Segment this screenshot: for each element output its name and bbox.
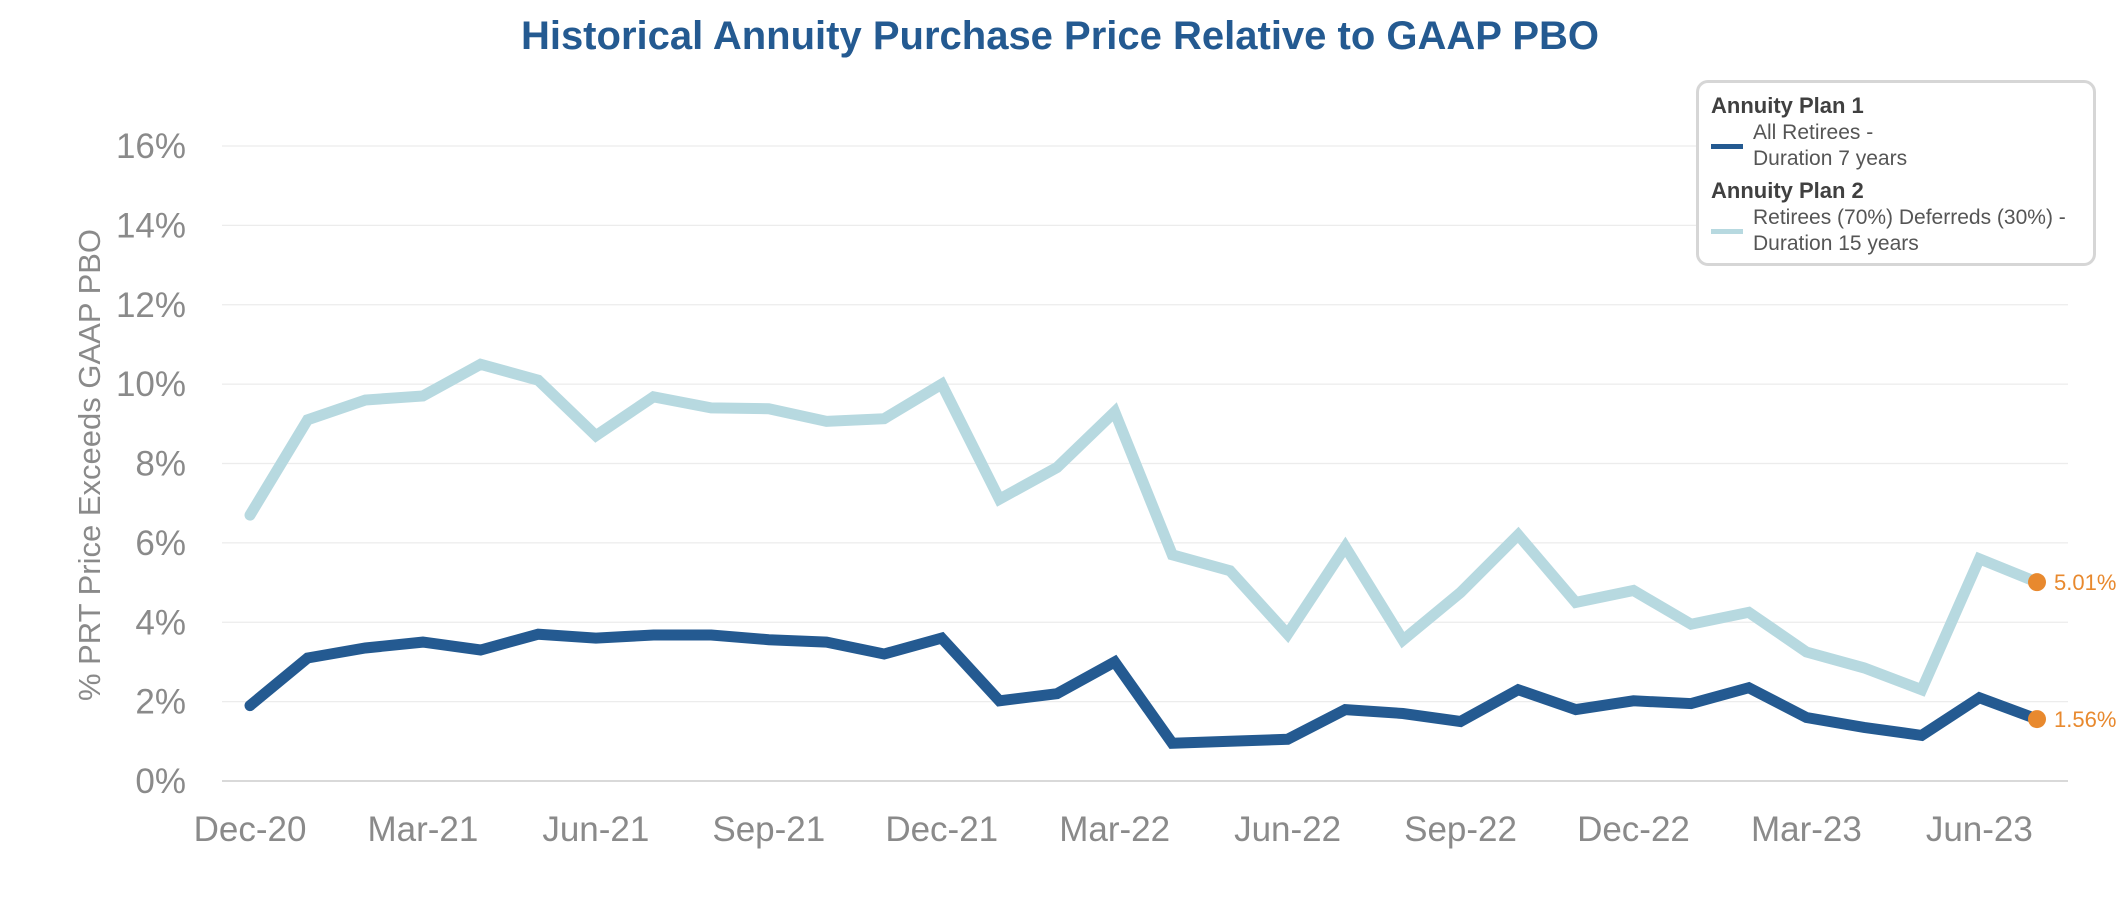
x-tick-label: Sep-22 — [1404, 810, 1517, 849]
x-tick-label: Dec-22 — [1577, 810, 1690, 849]
x-tick-label: Mar-22 — [1059, 810, 1170, 849]
series-line-plan-2 — [244, 358, 2043, 697]
x-tick-label: Dec-21 — [885, 810, 998, 849]
legend-label-plan-1: All Retirees - Duration 7 years — [1753, 120, 1907, 172]
legend-swatch-plan-1 — [1711, 143, 1743, 149]
end-value-label-plan-2: 5.01% — [2054, 570, 2116, 595]
series-line-plan-1 — [244, 628, 2043, 749]
legend: Annuity Plan 1 All Retirees - Duration 7… — [1696, 80, 2096, 266]
y-tick-label: 12% — [116, 286, 186, 325]
end-marker-plan-1 — [2028, 710, 2046, 729]
y-tick-label: 6% — [135, 524, 186, 563]
y-tick-label: 16% — [116, 127, 186, 166]
end-marker-plan-2 — [2028, 573, 2046, 592]
chart-title: Historical Annuity Purchase Price Relati… — [520, 14, 1600, 58]
x-tick-label: Mar-21 — [367, 810, 478, 849]
legend-group-plan-2: Annuity Plan 2 — [1711, 178, 1864, 203]
x-tick-label: Mar-23 — [1751, 810, 1862, 849]
y-axis-label: % PRT Price Exceeds GAAP PBO — [72, 229, 107, 701]
legend-label-plan-1-line2: Duration 7 years — [1753, 147, 1908, 170]
y-tick-label: 14% — [116, 206, 186, 245]
x-tick-label: Jun-23 — [1926, 810, 2033, 849]
y-tick-label: 8% — [135, 445, 186, 484]
x-tick-label: Jun-22 — [1234, 810, 1341, 849]
legend-label-plan-2-line1: Retirees (70%) Deferreds (30%) - — [1753, 206, 2066, 229]
x-tick-label: Sep-21 — [712, 810, 825, 849]
y-tick-label: 4% — [135, 603, 186, 642]
legend-label-plan-2: Retirees (70%) Deferreds (30%) - Duratio… — [1753, 205, 2066, 257]
legend-label-plan-2-line2: Duration 15 years — [1753, 232, 1919, 255]
end-value-label-plan-1: 1.56% — [2054, 707, 2116, 732]
legend-entry-plan-2: Retirees (70%) Deferreds (30%) - Duratio… — [1711, 205, 2081, 257]
series-lines — [244, 358, 2043, 749]
legend-entry-plan-1: All Retirees - Duration 7 years — [1711, 120, 2081, 172]
y-tick-label: 0% — [135, 762, 186, 801]
x-tick-label: Jun-21 — [542, 810, 649, 849]
x-tick-label: Dec-20 — [194, 810, 307, 849]
end-markers: 1.56% 5.01% — [2028, 570, 2116, 732]
legend-swatch-plan-2 — [1711, 228, 1743, 234]
axes: 0% 2% 4% 6% 8% 10% 12% 14% 16% Dec-20 Mar-21 Jun-21… — [116, 127, 2033, 849]
y-tick-label: 2% — [135, 683, 186, 722]
y-tick-label: 10% — [116, 365, 186, 404]
legend-group-plan-1: Annuity Plan 1 — [1711, 93, 1864, 118]
legend-label-plan-1-line1: All Retirees - — [1753, 121, 1874, 144]
